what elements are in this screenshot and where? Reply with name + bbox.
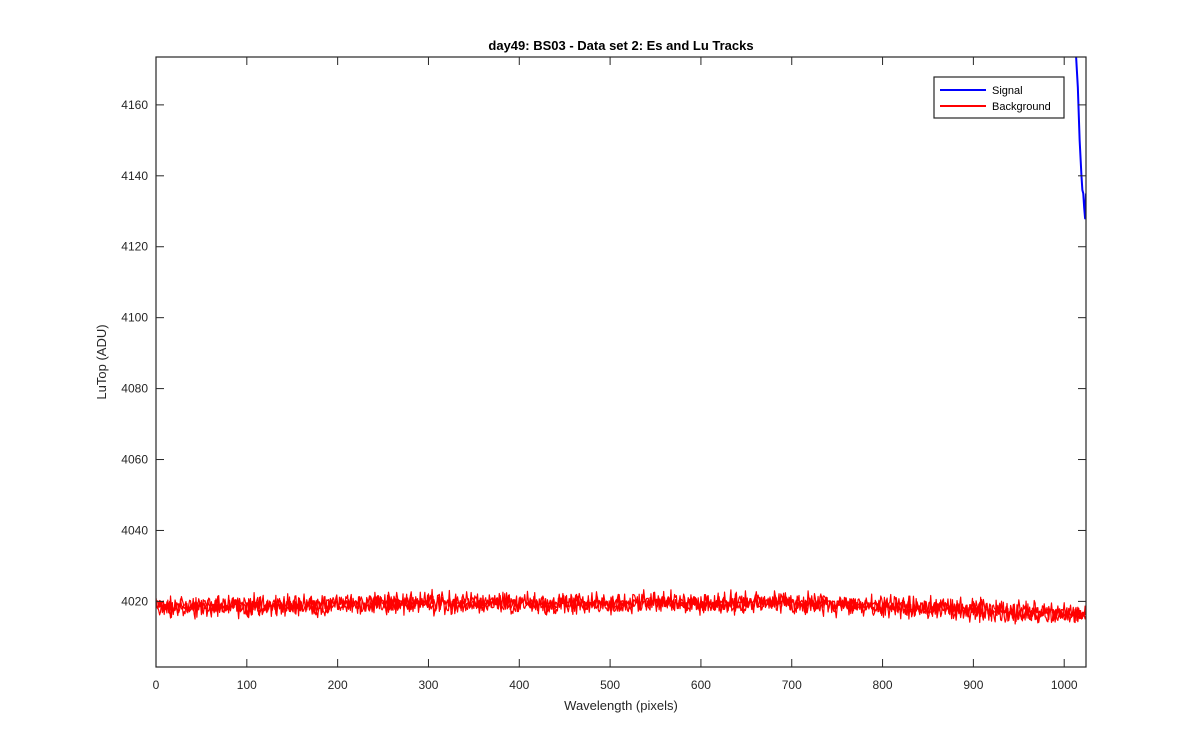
legend-label-background: Background: [992, 101, 1051, 113]
y-tick-label: 4100: [121, 311, 148, 325]
x-tick-label: 700: [782, 678, 802, 692]
x-tick-label: 300: [418, 678, 438, 692]
axes-box: [155, 56, 1087, 668]
x-tick-label: 0: [153, 678, 160, 692]
x-tick-label: 500: [600, 678, 620, 692]
y-tick-label: 4160: [121, 98, 148, 112]
y-tick-label: 4080: [121, 382, 148, 396]
x-tick-label: 900: [963, 678, 983, 692]
x-tick-label: 200: [328, 678, 348, 692]
legend: Signal Background: [933, 76, 1065, 119]
chart-title: day49: BS03 - Data set 2: Es and Lu Trac…: [488, 38, 753, 53]
y-tick-label: 4120: [121, 240, 148, 254]
x-tick-label: 600: [691, 678, 711, 692]
y-tick-label: 4020: [121, 594, 148, 608]
x-tick-label: 1000: [1051, 678, 1078, 692]
series-line-background: [156, 588, 1086, 625]
y-tick-label: 4040: [121, 523, 148, 537]
x-tick-label: 800: [873, 678, 893, 692]
x-axis-label: Wavelength (pixels): [564, 698, 678, 713]
plot-area: 0 100 200 300 400 500 600 700 800 900 1000 4020 4040…: [121, 56, 1087, 692]
y-tick-label: 4060: [121, 453, 148, 467]
x-tick-label: 400: [509, 678, 529, 692]
legend-label-signal: Signal: [992, 85, 1023, 97]
y-axis-label: LuTop (ADU): [94, 324, 109, 399]
legend-box: [933, 76, 1065, 119]
x-tick-label: 100: [237, 678, 257, 692]
y-tick-label: 4140: [121, 169, 148, 183]
